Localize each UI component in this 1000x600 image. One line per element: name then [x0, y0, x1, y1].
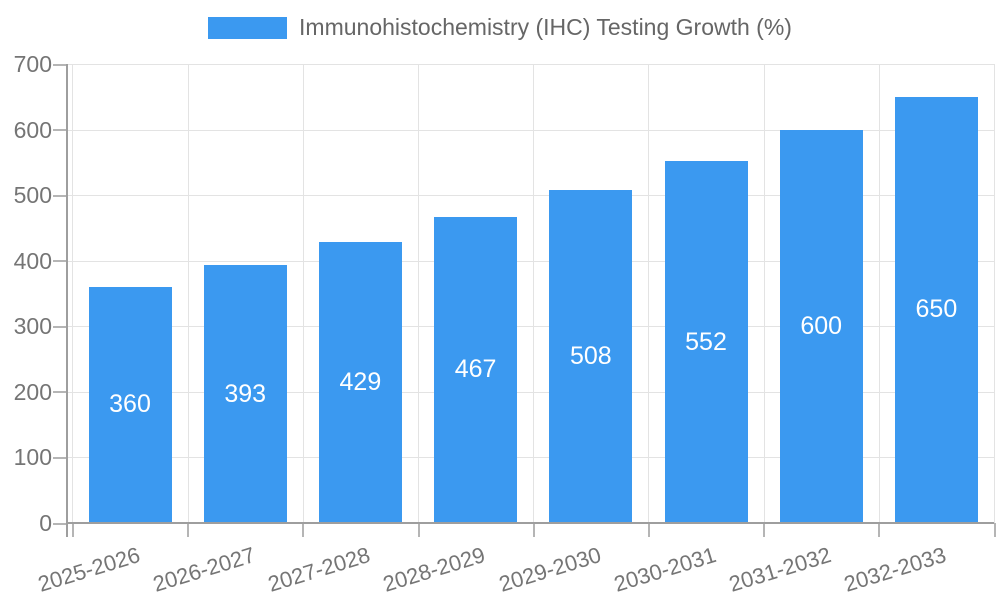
y-axis-line: [66, 64, 68, 537]
y-tick-label: 0: [39, 510, 52, 536]
x-tick-label: 2027-2028: [265, 542, 374, 597]
y-axis-tick: [53, 129, 67, 132]
x-tick-label: 2025-2026: [34, 542, 143, 597]
bar[interactable]: 600: [779, 129, 863, 523]
y-tick-label: 300: [13, 313, 52, 340]
bar[interactable]: 650: [894, 96, 978, 523]
gridline-horizontal: [67, 391, 994, 393]
legend-item[interactable]: Immunohistochemistry (IHC) Testing Growt…: [0, 14, 1000, 41]
x-axis-tick: [417, 523, 420, 537]
bar-value-label: 429: [339, 367, 382, 396]
x-tick-label: 2032-2033: [841, 542, 950, 597]
gridline-horizontal: [67, 64, 994, 65]
x-axis-tick: [993, 523, 996, 537]
y-tick-label: 500: [13, 182, 52, 209]
y-axis-tick: [53, 194, 67, 197]
bar-value-label: 650: [915, 295, 958, 324]
gridline-vertical: [878, 64, 880, 523]
bar[interactable]: 360: [88, 286, 172, 523]
x-axis-tick: [302, 523, 305, 537]
x-tick-label: 2029-2030: [495, 542, 604, 597]
gridline-vertical: [418, 64, 419, 523]
y-tick-label: 400: [13, 247, 52, 274]
x-axis-tick: [878, 523, 881, 537]
x-axis-tick: [532, 523, 535, 537]
legend-label: Immunohistochemistry (IHC) Testing Growt…: [299, 14, 792, 40]
bar-value-label: 552: [685, 327, 727, 356]
y-axis-tick: [53, 456, 67, 459]
y-axis-tick: [53, 260, 67, 263]
bar-value-label: 467: [454, 355, 497, 384]
gridline-horizontal: [67, 457, 994, 459]
bar[interactable]: 393: [203, 265, 287, 523]
gridline-horizontal: [67, 326, 994, 328]
gridline-horizontal: [67, 260, 994, 262]
x-axis-tick: [647, 523, 650, 537]
bar[interactable]: 508: [549, 189, 633, 523]
y-tick-label: 600: [13, 116, 52, 143]
bar[interactable]: 467: [434, 216, 518, 523]
bar[interactable]: 552: [664, 161, 748, 523]
y-axis-tick: [53, 63, 67, 66]
x-tick-label: 2026-2027: [149, 542, 258, 597]
x-axis-tick: [187, 523, 190, 537]
gridline-vertical: [994, 64, 995, 523]
x-axis-line: [67, 522, 994, 524]
gridline-horizontal: [67, 195, 994, 197]
y-tick-label: 700: [13, 51, 52, 77]
bar-value-label: 508: [569, 341, 612, 370]
gridline-vertical: [648, 64, 650, 523]
bar-value-label: 360: [109, 390, 151, 419]
gridline-vertical: [187, 64, 189, 523]
x-tick-label: 2031-2032: [725, 542, 834, 597]
y-tick-label: 200: [13, 378, 52, 405]
x-axis-tick: [763, 523, 766, 537]
gridline-vertical: [72, 64, 74, 523]
x-tick-label: 2030-2031: [610, 542, 719, 597]
x-tick-label: 2028-2029: [380, 542, 489, 597]
bar-value-label: 600: [800, 311, 843, 340]
gridline-vertical: [763, 64, 765, 523]
bar-value-label: 393: [224, 379, 267, 408]
gridline-vertical: [302, 64, 304, 523]
gridline-vertical: [533, 64, 535, 523]
y-tick-label: 100: [13, 444, 52, 471]
y-axis-tick: [53, 391, 67, 394]
gridline-horizontal: [67, 129, 994, 131]
y-axis-tick: [53, 522, 67, 525]
y-axis-tick: [53, 325, 67, 328]
bar[interactable]: 429: [318, 241, 402, 523]
x-axis-tick: [71, 523, 74, 537]
legend-swatch: [208, 16, 288, 39]
